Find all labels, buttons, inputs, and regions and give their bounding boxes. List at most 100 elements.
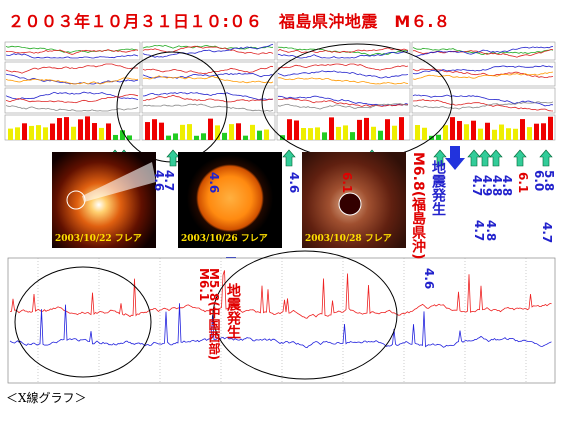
trace xyxy=(142,43,274,58)
annotation: 4.7 xyxy=(540,222,554,244)
annotation: 4.6 xyxy=(207,172,221,194)
annotation: 6.0 xyxy=(532,170,546,192)
kp-bar xyxy=(229,124,234,140)
title: ２００３年１０月３１日１０:０６ 福島県沖地震 M６.８ xyxy=(8,12,451,31)
plot-frame xyxy=(7,257,556,384)
kp-bar xyxy=(450,117,455,140)
kp-bar xyxy=(36,125,41,140)
kp-bar xyxy=(492,129,497,140)
annotation: 4.8 xyxy=(490,175,504,197)
annotation: 4.6 xyxy=(422,268,436,290)
xray-trace xyxy=(9,303,552,349)
plot-frame xyxy=(411,61,556,87)
kp-bar xyxy=(180,124,185,140)
trace xyxy=(5,53,139,59)
kp-bar xyxy=(243,135,248,140)
kp-bar xyxy=(350,132,355,140)
kp-bar xyxy=(287,119,292,140)
kp-bar xyxy=(499,124,504,140)
kp-bar xyxy=(187,124,192,140)
kp-bar xyxy=(208,118,213,140)
green-arrow xyxy=(539,149,553,167)
kp-bar xyxy=(308,128,313,140)
trace xyxy=(142,72,274,79)
kp-bar xyxy=(322,132,327,140)
kp-bar xyxy=(194,135,199,140)
annotation: 4.8 xyxy=(484,220,498,242)
annotation: 5.8 xyxy=(542,170,556,192)
kp-bar xyxy=(236,123,241,140)
kp-bar xyxy=(343,125,348,140)
kp-bar xyxy=(152,119,157,140)
kp-bar xyxy=(159,122,164,140)
kp-bar xyxy=(145,122,150,140)
trace xyxy=(142,91,274,101)
kp-bar xyxy=(120,130,125,140)
kp-bar xyxy=(436,134,441,140)
kp-bar xyxy=(399,117,404,140)
green-arrow xyxy=(478,149,492,167)
annotation: M6.8(福島県沖) xyxy=(410,152,426,260)
trace xyxy=(142,44,274,50)
annotation: 4.7 xyxy=(162,170,176,192)
annotation: M5.8(中国西部) xyxy=(207,268,221,361)
green-arrow xyxy=(513,149,527,167)
image-overlay xyxy=(66,162,156,210)
trace xyxy=(412,46,554,57)
kp-bar xyxy=(541,123,546,140)
plot-frame xyxy=(141,87,276,114)
plot-frame xyxy=(4,41,141,61)
kp-bar xyxy=(78,119,83,140)
annotation: 6.1 xyxy=(340,172,354,194)
blue-arrow xyxy=(445,146,465,170)
trace xyxy=(277,70,409,79)
trace xyxy=(277,97,409,107)
kp-bar xyxy=(50,123,55,140)
kp-bar xyxy=(15,127,20,140)
kp-bar xyxy=(201,133,206,140)
trace xyxy=(412,71,554,80)
annotation: 地震発生 xyxy=(430,160,446,216)
green-arrow xyxy=(166,149,180,167)
kp-bar xyxy=(534,123,539,140)
kp-bar xyxy=(520,119,525,140)
trace xyxy=(5,105,139,112)
kp-bar xyxy=(8,128,13,140)
kp-bar xyxy=(392,125,397,140)
kp-bar xyxy=(71,126,76,140)
kp-bar xyxy=(443,125,448,140)
trace xyxy=(5,77,139,85)
footer: ＜X線グラフ＞ xyxy=(6,391,87,405)
kp-bar xyxy=(222,132,227,140)
kp-bar xyxy=(422,127,427,140)
trace xyxy=(412,94,554,107)
kp-bar xyxy=(485,122,490,140)
kp-bar xyxy=(415,125,420,140)
kp-bar xyxy=(264,129,269,140)
kp-bar xyxy=(464,124,469,140)
kp-bar xyxy=(471,120,476,140)
trace xyxy=(412,101,554,110)
trace xyxy=(5,93,139,104)
annotation: 4.7 xyxy=(470,175,484,197)
trace xyxy=(277,63,409,71)
kp-bar xyxy=(173,133,178,140)
annotation: 4.7 xyxy=(472,220,486,242)
occulter xyxy=(66,190,86,210)
flare-image: 2003/10/22 フレア xyxy=(52,152,156,248)
trace xyxy=(412,47,554,56)
kp-bar xyxy=(57,118,62,140)
trace xyxy=(412,65,554,75)
annotation: 4.6 xyxy=(152,170,166,192)
trace xyxy=(277,103,409,110)
kp-bar xyxy=(329,117,334,140)
image-caption: 2003/10/28 フレア xyxy=(305,234,392,244)
kp-bar xyxy=(478,128,483,140)
trace xyxy=(5,63,138,74)
kp-bar xyxy=(364,117,369,140)
trace xyxy=(142,45,274,55)
kp-bar xyxy=(357,119,362,140)
trace xyxy=(277,47,409,54)
